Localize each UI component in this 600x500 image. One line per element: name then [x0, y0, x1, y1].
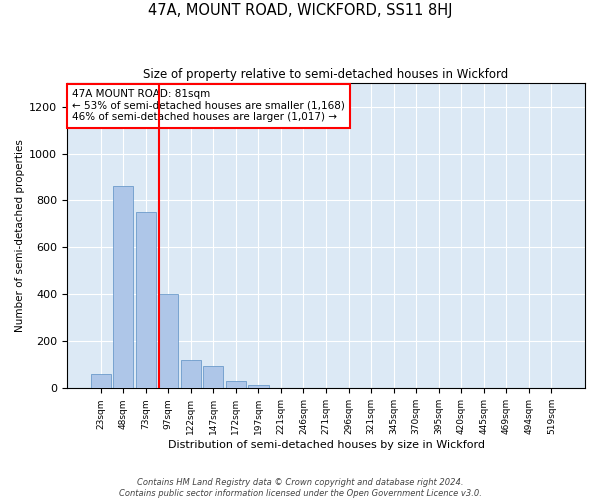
Bar	[91, 374, 111, 388]
Bar	[136, 212, 156, 388]
Bar	[248, 385, 269, 388]
Bar	[113, 186, 133, 388]
Y-axis label: Number of semi-detached properties: Number of semi-detached properties	[15, 140, 25, 332]
Text: Contains HM Land Registry data © Crown copyright and database right 2024.
Contai: Contains HM Land Registry data © Crown c…	[119, 478, 481, 498]
Bar	[158, 294, 178, 388]
X-axis label: Distribution of semi-detached houses by size in Wickford: Distribution of semi-detached houses by …	[167, 440, 485, 450]
Title: Size of property relative to semi-detached houses in Wickford: Size of property relative to semi-detach…	[143, 68, 509, 80]
Text: 47A, MOUNT ROAD, WICKFORD, SS11 8HJ: 47A, MOUNT ROAD, WICKFORD, SS11 8HJ	[148, 2, 452, 18]
Text: 47A MOUNT ROAD: 81sqm
← 53% of semi-detached houses are smaller (1,168)
46% of s: 47A MOUNT ROAD: 81sqm ← 53% of semi-deta…	[72, 89, 345, 122]
Bar	[226, 382, 246, 388]
Bar	[203, 366, 223, 388]
Bar	[181, 360, 201, 388]
